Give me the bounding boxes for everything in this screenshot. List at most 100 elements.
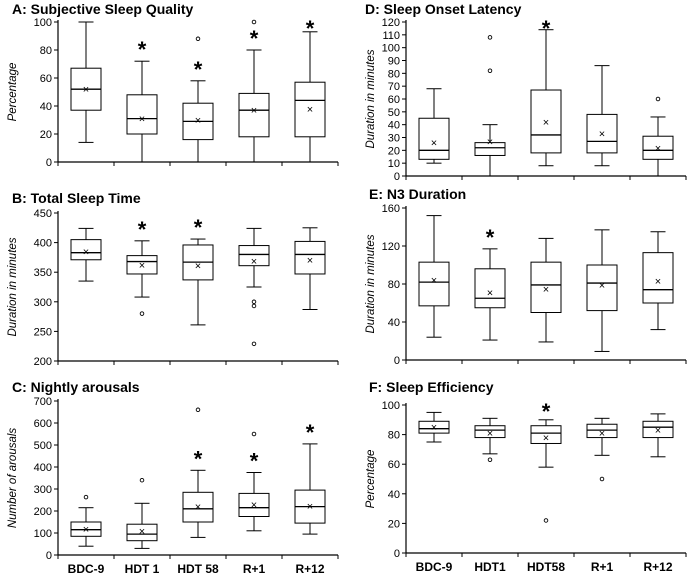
box-r-12: ×* xyxy=(294,420,326,535)
mean-marker: × xyxy=(655,143,661,155)
category-label: HDT 58 xyxy=(177,562,219,576)
mean-marker: × xyxy=(487,428,493,440)
y-tick-label: 0 xyxy=(46,157,52,169)
iqr-box xyxy=(642,420,674,439)
mean-marker: × xyxy=(307,104,313,116)
y-tick-label: 200 xyxy=(34,506,52,518)
box-r-1: ×* xyxy=(238,19,270,163)
iqr-box xyxy=(530,425,562,444)
outlier-point xyxy=(487,68,493,74)
y-tick-label: 40 xyxy=(388,120,400,132)
mean-marker: × xyxy=(83,246,89,258)
box-r-1: × xyxy=(586,229,618,352)
iqr-box xyxy=(238,245,270,267)
y-tick-label: 30 xyxy=(388,133,400,145)
y-tick-label: 90 xyxy=(388,56,400,68)
y-tick-label: 80 xyxy=(388,430,400,442)
iqr-box xyxy=(474,142,506,156)
outlier-point xyxy=(251,303,257,309)
box-r-1: × xyxy=(238,227,270,347)
mean-marker: × xyxy=(251,499,257,511)
y-tick-label: 700 xyxy=(34,396,52,408)
iqr-box xyxy=(642,252,674,304)
y-tick-label: 450 xyxy=(34,208,52,220)
outlier-point xyxy=(251,341,257,347)
iqr-box xyxy=(70,239,102,261)
y-tick-label: 60 xyxy=(388,459,400,471)
significance-star: * xyxy=(250,449,259,474)
y-tick-label: 60 xyxy=(40,73,52,85)
y-tick-label: 20 xyxy=(40,129,52,141)
panel-title: E: N3 Duration xyxy=(369,186,466,202)
panel-c: C: Nightly arousals Number of arousals 0 10… xyxy=(7,379,339,576)
outlier-point xyxy=(599,476,605,482)
significance-star: * xyxy=(194,57,203,82)
y-tick-label: 0 xyxy=(394,548,400,560)
significance-star: * xyxy=(194,446,203,471)
iqr-box xyxy=(474,268,506,309)
y-tick-label: 0 xyxy=(394,171,400,183)
outlier-point xyxy=(195,36,201,42)
y-tick-label: 0 xyxy=(46,550,52,562)
iqr-box xyxy=(586,423,618,439)
outlier-point xyxy=(251,431,257,437)
mean-marker: × xyxy=(487,136,493,148)
category-label: R+1 xyxy=(243,562,266,576)
y-tick-label: 80 xyxy=(388,279,400,291)
box-r-1: × xyxy=(586,65,618,167)
box-hdt-1: ×* xyxy=(126,37,158,163)
mean-marker: × xyxy=(83,524,89,536)
mean-marker: × xyxy=(251,256,257,268)
mean-marker: × xyxy=(431,275,437,287)
mean-marker: × xyxy=(599,129,605,141)
iqr-box xyxy=(126,94,158,135)
y-tick-label: 40 xyxy=(388,489,400,501)
outlier-point xyxy=(487,35,493,40)
panel-f: F: Sleep Efficiency Percentage 0 20 40 60 80 10… xyxy=(365,379,687,574)
y-tick-label: 70 xyxy=(388,81,400,93)
outlier-point xyxy=(251,19,257,25)
panel-a: A: Subjective Sleep Quality Percentage 0 20… xyxy=(7,1,339,169)
y-axis-label: Duration in minutes xyxy=(365,49,377,148)
y-tick-label: 300 xyxy=(34,484,52,496)
iqr-box xyxy=(126,255,158,275)
box-hdt58: ×* xyxy=(530,16,562,167)
mean-marker: × xyxy=(543,433,549,445)
category-label: R+12 xyxy=(643,560,672,574)
mean-marker: × xyxy=(139,260,145,272)
outlier-point xyxy=(83,494,89,500)
iqr-box xyxy=(418,420,450,434)
y-tick-label: 120 xyxy=(382,241,400,253)
box-bdc-9: × xyxy=(70,494,102,547)
panel-title: C: Nightly arousals xyxy=(12,379,140,395)
iqr-box xyxy=(126,523,158,542)
y-tick-label: 80 xyxy=(40,45,52,57)
mean-marker: × xyxy=(487,288,493,300)
mean-marker: × xyxy=(195,115,201,127)
category-label: HDT 1 xyxy=(125,562,160,576)
box-hdt-1: × xyxy=(126,477,158,549)
y-tick-label: 40 xyxy=(388,317,400,329)
y-axis-label: Percentage xyxy=(365,450,377,509)
y-tick-label: 200 xyxy=(34,356,52,368)
box-hdt1: × xyxy=(474,35,506,177)
box-bdc-9: × xyxy=(418,411,450,443)
iqr-box xyxy=(586,113,618,154)
mean-marker: × xyxy=(599,280,605,292)
box-hdt-1: ×* xyxy=(126,217,158,316)
mean-marker: × xyxy=(307,501,313,513)
iqr-box xyxy=(418,261,450,307)
y-axis-label: Percentage xyxy=(7,63,19,122)
y-tick-label: 500 xyxy=(34,440,52,452)
y-tick-label: 100 xyxy=(382,43,400,55)
y-axis-label: Number of arousals xyxy=(7,428,19,529)
y-tick-label: 350 xyxy=(34,267,52,279)
box-r-12: ×* xyxy=(294,16,326,163)
panel-title: A: Subjective Sleep Quality xyxy=(12,1,193,17)
significance-star: * xyxy=(138,37,147,62)
panel-b: B: Total Sleep Time Duration in minutes 20… xyxy=(7,190,339,368)
category-label: R+1 xyxy=(591,560,614,574)
y-tick-label: 50 xyxy=(388,107,400,119)
y-tick-label: 110 xyxy=(382,30,400,42)
